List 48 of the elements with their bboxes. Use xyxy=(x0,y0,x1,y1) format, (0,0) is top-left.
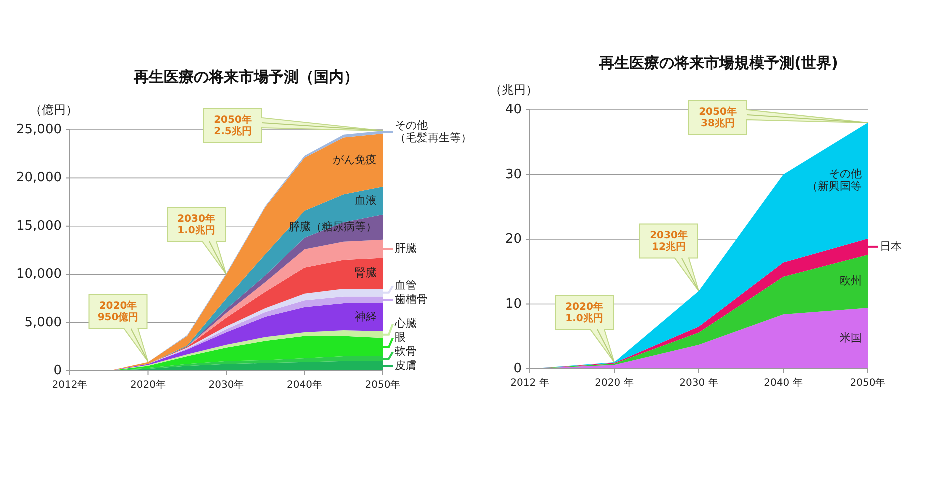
series-label: がん免疫 xyxy=(333,153,377,166)
series-label: 欧州 xyxy=(840,274,862,288)
x-tick-label: 2040 年 xyxy=(764,377,803,389)
y-tick-label: 20 xyxy=(505,232,522,248)
series-label: 軟骨 xyxy=(395,345,417,358)
series-label: 腎臓 xyxy=(355,266,377,280)
x-tick-label: 2020 年 xyxy=(595,377,634,389)
x-tick-label: 2050年 xyxy=(850,377,886,389)
legend-label: その他（毛髪再生等） xyxy=(395,119,472,145)
y-tick-label: 10,000 xyxy=(16,267,62,282)
annotation: 2050年 2.5兆円 xyxy=(214,114,252,138)
series-label: 血管 xyxy=(395,279,417,292)
y-tick-label: 20,000 xyxy=(16,170,62,186)
y-tick-label: 10 xyxy=(505,296,522,312)
y-tick-label: 40 xyxy=(505,102,522,118)
x-tick-label: 2012 年 xyxy=(510,377,550,389)
annotation: 2020年 1.0兆円 xyxy=(566,300,604,324)
x-tick-label: 2030 年 xyxy=(680,377,718,389)
annotation: 2020年 950億円 xyxy=(98,300,139,324)
chart-title: 再生医療の将来市場規模予測(世界) xyxy=(598,54,838,72)
legend-label: 肝臓 xyxy=(395,242,417,256)
x-tick-label: 2050年 xyxy=(365,379,401,391)
y-tick-label: 0 xyxy=(514,362,522,377)
y-axis-title: （億円） xyxy=(30,103,78,117)
annotation: 2030年 1.0兆円 xyxy=(178,212,216,236)
legend-label: 眼 xyxy=(395,331,406,344)
series-label: 神経 xyxy=(355,310,377,324)
y-tick-label: 30 xyxy=(505,167,522,182)
y-axis-title: （兆円） xyxy=(490,83,538,97)
series-label: 米国 xyxy=(840,332,862,345)
x-tick-label: 2012年 xyxy=(52,379,88,391)
y-tick-label: 5,000 xyxy=(24,315,62,330)
legend-label: 歯槽骨 xyxy=(395,293,428,306)
legend-label: 日本 xyxy=(880,240,902,253)
y-tick-label: 15,000 xyxy=(16,218,62,234)
legend-label: 心臓 xyxy=(394,317,417,330)
y-tick-label: 25,000 xyxy=(16,122,62,138)
annotation: 2030年 12兆円 xyxy=(650,229,688,253)
series-label: 膵臓（糖尿病等） xyxy=(289,220,377,234)
y-tick-label: 0 xyxy=(54,364,62,379)
x-tick-label: 2020年 xyxy=(130,379,166,391)
annotation: 2050年 38兆円 xyxy=(699,106,737,130)
series-label: 血液 xyxy=(355,194,377,207)
x-tick-label: 2040年 xyxy=(287,379,322,391)
series-label: その他（新興国等 xyxy=(807,168,862,194)
legend-label: 皮膚 xyxy=(395,359,417,372)
chart-title: 再生医療の将来市場予測（国内） xyxy=(133,68,359,86)
x-tick-label: 2030年 xyxy=(208,379,244,391)
